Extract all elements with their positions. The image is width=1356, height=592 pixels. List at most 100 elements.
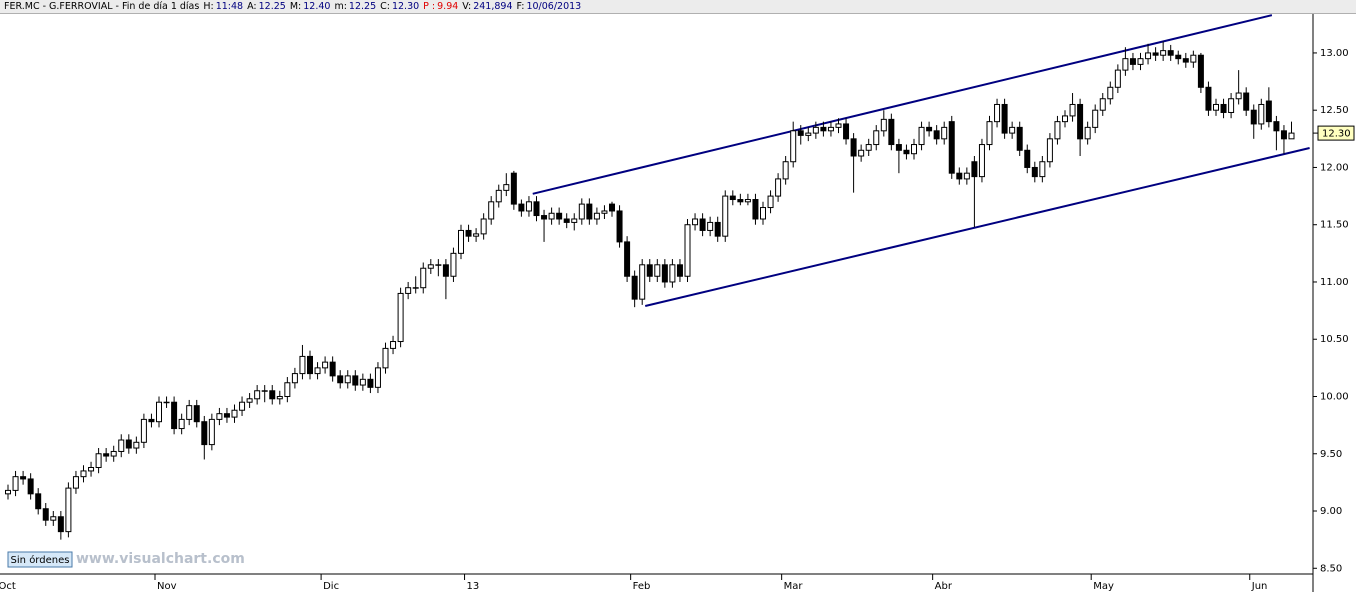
candle-body (442, 264, 449, 277)
candle-body (1084, 126, 1091, 140)
candle-body (27, 478, 34, 495)
candle-body (684, 224, 691, 277)
candle-body (1001, 103, 1008, 134)
candle-body (118, 439, 125, 452)
candle-body (435, 264, 442, 266)
candle-body (1129, 58, 1136, 65)
candle-body (488, 201, 495, 220)
candle-body (850, 138, 857, 157)
candle-body (609, 203, 615, 212)
header-label: F: (516, 1, 525, 12)
y-tick-label: 13.00 (1320, 48, 1349, 59)
candle-body (639, 264, 646, 300)
candle-body (790, 130, 797, 163)
orders-button[interactable] (7, 551, 73, 568)
candle-body (616, 210, 623, 243)
candle-body (337, 375, 344, 384)
candle-body (163, 401, 170, 404)
candle-body (752, 199, 759, 220)
candle-body (1009, 126, 1016, 134)
candle-body (631, 275, 638, 300)
y-tick-label: 11.00 (1320, 277, 1349, 288)
candle-body (541, 215, 548, 220)
y-tick-label: 9.00 (1320, 506, 1342, 517)
header-value: 12.25 (258, 1, 286, 12)
header-value: 11:48 (215, 1, 244, 12)
candle-body (88, 466, 95, 472)
header-value: 10/06/2013 (526, 1, 582, 12)
candle-body (1273, 121, 1280, 132)
header-value: 9.94 (437, 1, 459, 12)
candle-body (156, 401, 162, 423)
candle-body (299, 355, 306, 375)
candle-body (1054, 121, 1061, 140)
candle-body (510, 172, 517, 205)
candle-body (239, 401, 246, 411)
candle-body (458, 229, 464, 254)
candle-body (729, 195, 736, 201)
candle-body (420, 267, 427, 289)
y-tick-label: 8.50 (1320, 563, 1342, 574)
candle-body (775, 178, 782, 197)
candle-body (1077, 103, 1084, 140)
y-tick-label: 9.50 (1320, 449, 1342, 460)
candle-body (148, 418, 155, 423)
candle-body (525, 201, 532, 212)
header-label: V: (462, 1, 472, 12)
candle-body (586, 203, 593, 220)
candle-body (208, 418, 215, 446)
candle-body (737, 199, 744, 203)
candle-body (1145, 52, 1152, 60)
candle-body (140, 418, 147, 443)
header-value: 12.25 (348, 1, 377, 12)
candle-body (427, 264, 434, 269)
channel-line (532, 14, 1273, 195)
candle-body (374, 367, 381, 388)
candle-body (1152, 52, 1159, 56)
watermark: www.visualchart.com (76, 551, 245, 567)
candle-body (873, 130, 880, 146)
candle-body (692, 218, 699, 226)
candle-body (895, 144, 902, 151)
candle-body (1122, 58, 1129, 71)
candle-body (314, 367, 321, 375)
candle-body (699, 218, 706, 231)
candle-body (171, 401, 178, 430)
candle-body (571, 218, 578, 223)
candle-body (125, 439, 132, 449)
candle-body (1243, 92, 1250, 111)
candle-body (669, 264, 676, 283)
header-bar: FER.MC - G.FERROVIAL - Fin de día 1 días… (0, 0, 1356, 14)
candle-body (1046, 138, 1053, 163)
candle-body (971, 161, 978, 178)
candle-body (344, 375, 351, 384)
candle-body (397, 292, 404, 343)
candle-body (450, 252, 457, 277)
y-tick-label: 10.50 (1320, 334, 1349, 345)
candle-body (676, 264, 683, 277)
candle-body (767, 195, 774, 209)
candle-body (231, 409, 238, 418)
candle-body (276, 395, 283, 400)
candle-body (1213, 103, 1219, 111)
candle-body (744, 199, 751, 203)
orders-button-label[interactable]: Sin órdenes (11, 554, 70, 566)
candle-body (760, 207, 766, 220)
candle-body (1197, 54, 1204, 88)
candle-body (1205, 86, 1212, 111)
candle-body (412, 287, 419, 289)
candle-body (480, 218, 487, 235)
candle-body (865, 144, 872, 151)
candle-body (95, 453, 102, 468)
header-label: M: (289, 1, 302, 12)
candle-body (80, 470, 87, 478)
candle-body (827, 126, 834, 132)
candle-body (103, 453, 110, 457)
candle-body (1016, 126, 1023, 151)
last-price-box (1317, 125, 1355, 141)
candle-body (133, 441, 140, 449)
x-tick-label: Feb (633, 581, 651, 592)
candle-body (359, 378, 366, 386)
y-tick-label: 10.00 (1320, 391, 1349, 402)
